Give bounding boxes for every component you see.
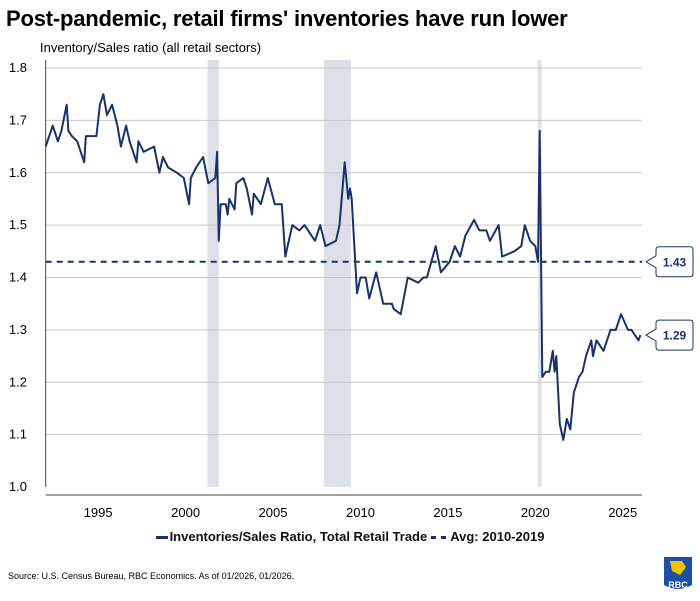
svg-text:RBC: RBC [668,580,688,590]
y-tick-label: 1.2 [9,374,27,389]
callout-box [645,246,694,278]
legend-entry-avg: Avg: 2010-2019 [450,529,545,544]
y-tick-label: 1.0 [9,479,27,494]
callout-label: 1.29 [663,329,687,343]
x-tick-label: 2010 [346,505,375,520]
x-tick-label: 1995 [84,505,113,520]
rbc-logo: RBC [664,557,692,590]
y-tick-label: 1.3 [9,322,27,337]
y-tick-label: 1.7 [9,112,27,127]
ratio-line [44,93,642,441]
legend-swatch-solid [155,536,168,540]
chart-title: Post-pandemic, retail firms' inventories… [6,6,568,31]
y-tick-label: 1.6 [9,165,27,180]
x-tick-label: 2000 [171,505,200,520]
recession-band [537,60,542,487]
y-tick-label: 1.8 [9,60,27,75]
x-tick-label: 2015 [433,505,462,520]
callout-label: 1.43 [663,255,687,269]
x-tick-label: 2005 [259,505,288,520]
callout-box [645,319,694,351]
x-tick-label: 2020 [521,505,550,520]
y-axis-label: Inventory/Sales ratio (all retail sector… [40,40,262,55]
legend: Inventories/Sales Ratio, Total Retail Tr… [0,529,700,544]
y-tick-label: 1.5 [9,217,27,232]
recession-band [323,60,351,487]
recession-band [207,60,219,487]
y-tick-label: 1.1 [9,427,27,442]
y-tick-label: 1.4 [9,270,27,285]
x-tick-label: 2025 [608,505,637,520]
plot-area: 1.0 1.1 1.2 1.3 1.4 1.5 1.6 1.7 1.8 1995 2000 2005 2… [9,60,694,520]
legend-entry-ratio: Inventories/Sales Ratio, Total Retail Tr… [169,529,428,544]
legend-swatch-dashed [431,536,448,540]
source-note: Source: U.S. Census Bureau, RBC Economic… [8,571,295,581]
